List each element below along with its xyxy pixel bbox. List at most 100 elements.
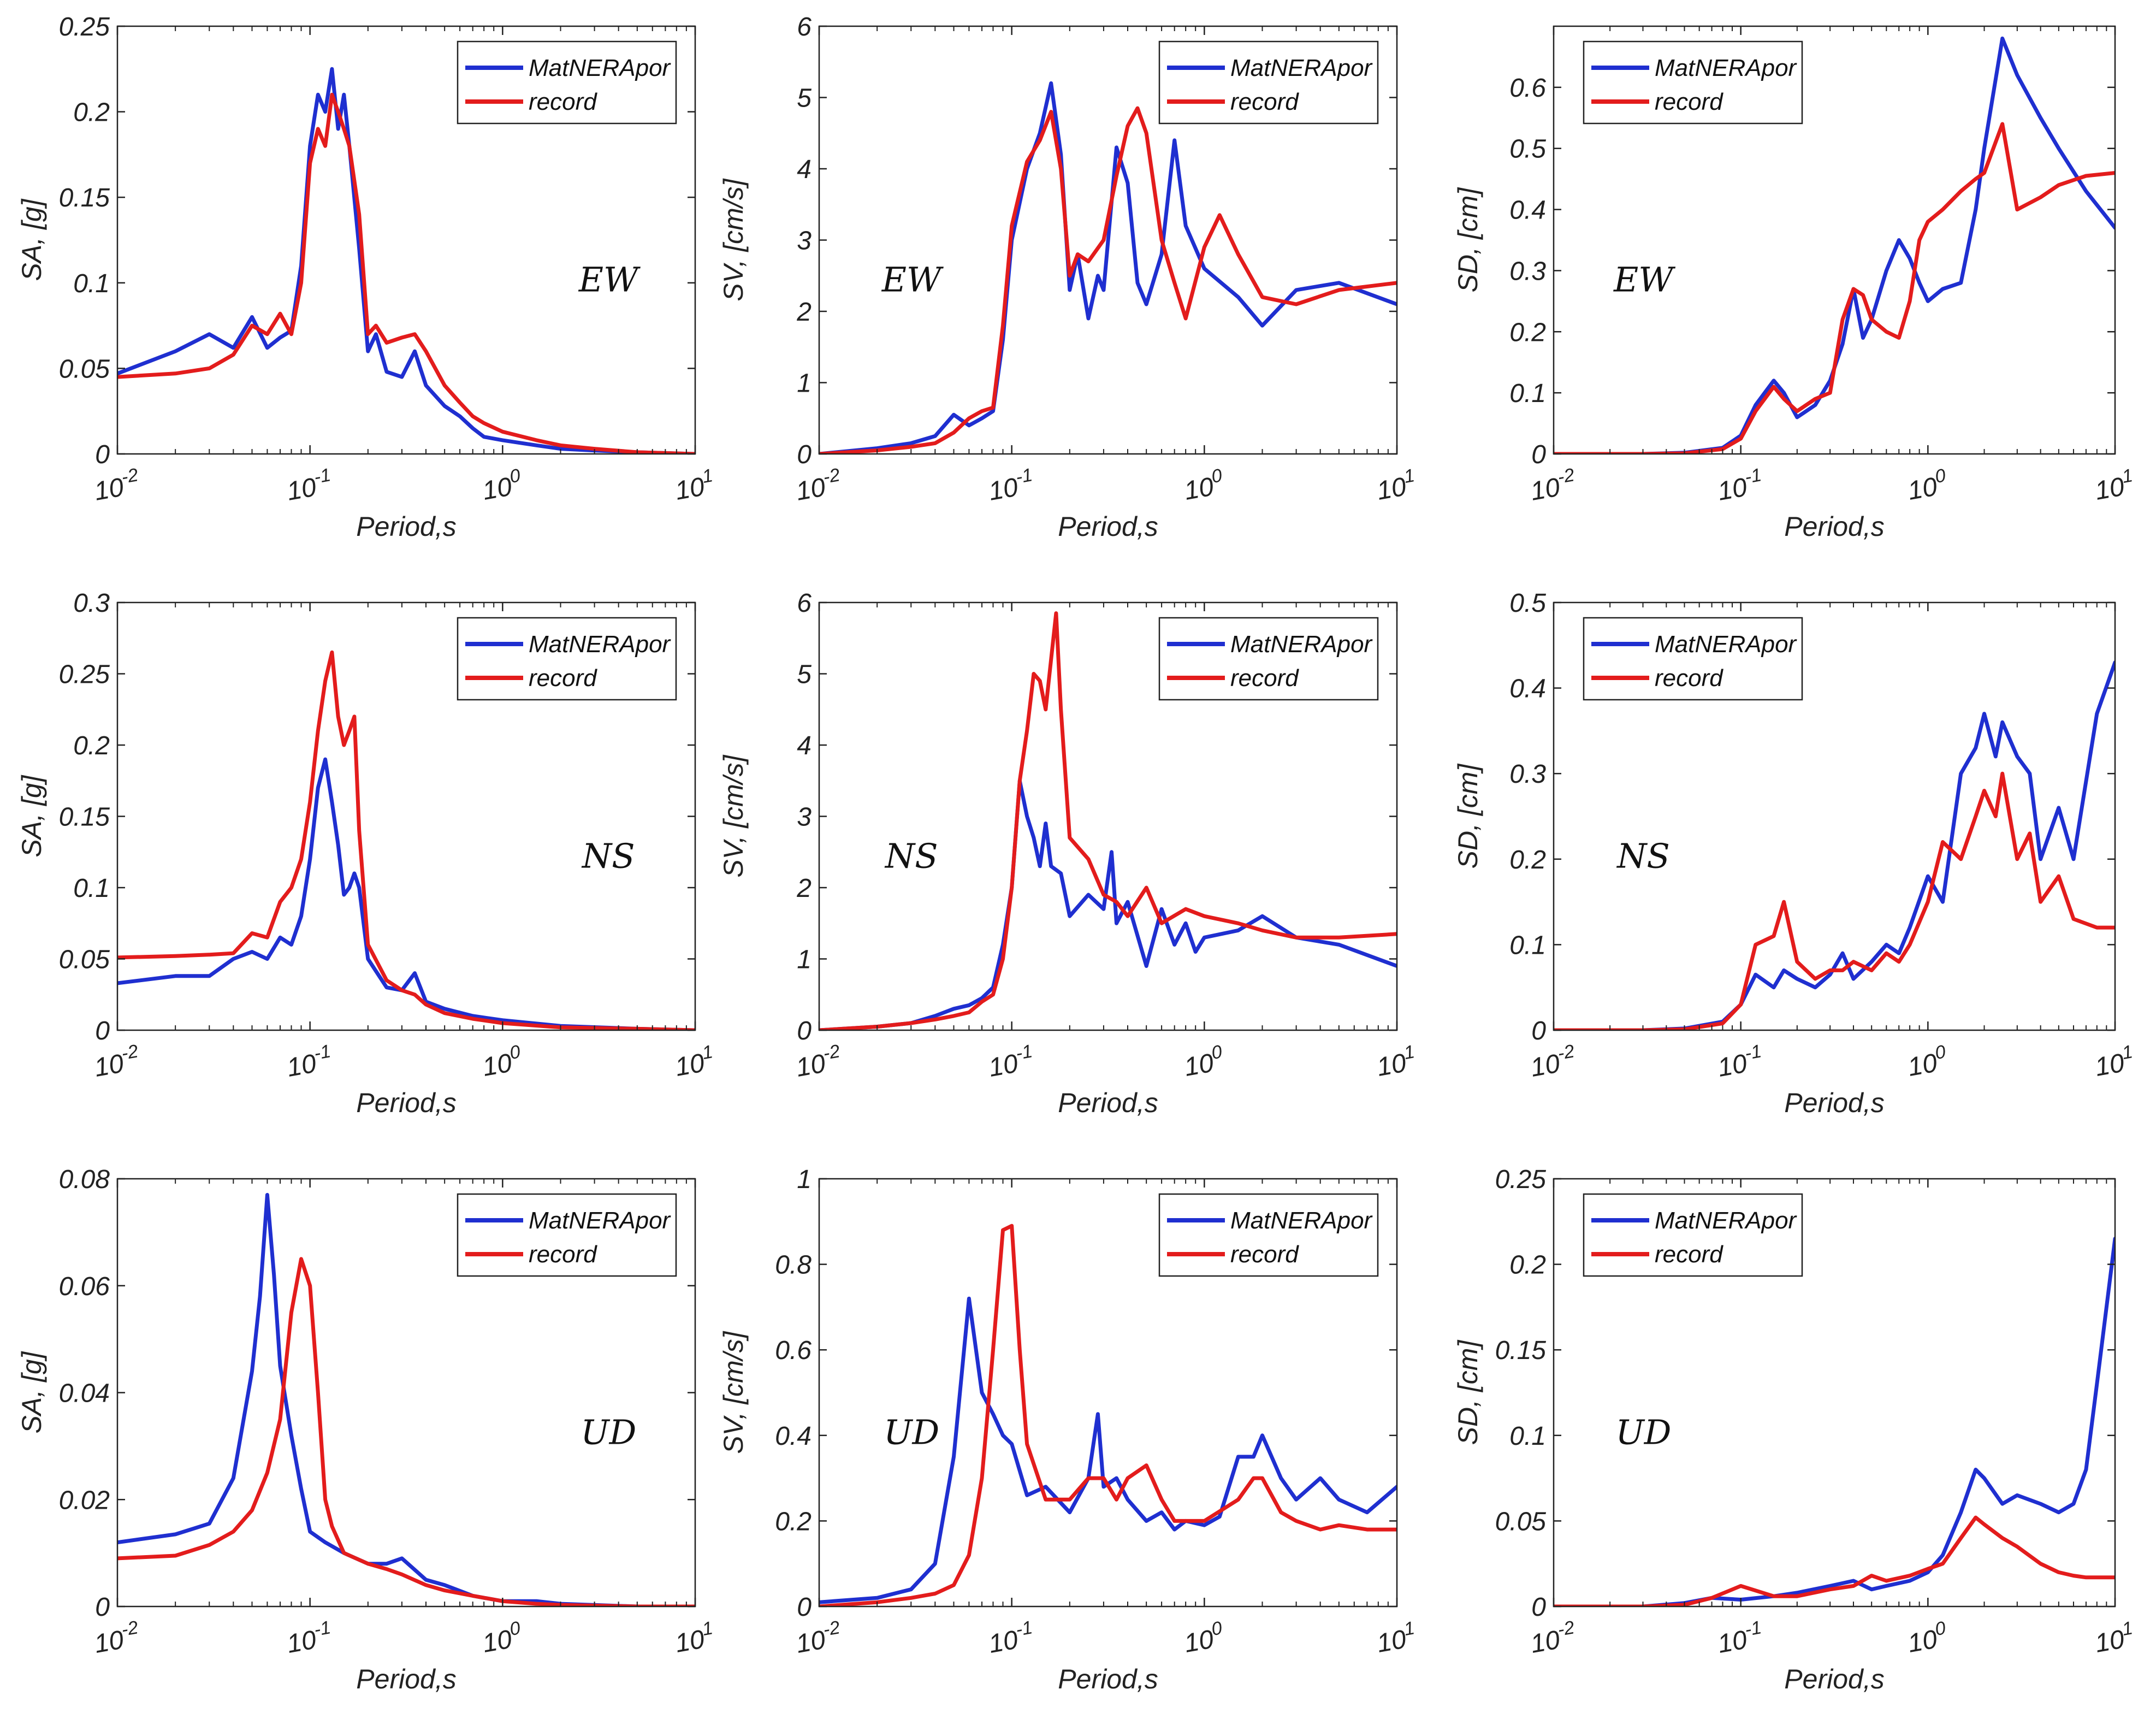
legend: MatNERApor record <box>1583 1193 1803 1277</box>
y-tick-label: 0.2 <box>1509 846 1546 875</box>
series-line-record <box>819 1224 1397 1606</box>
legend-box <box>1158 40 1379 125</box>
y-tick-label: 0.15 <box>59 184 110 212</box>
legend-box <box>1158 1193 1379 1277</box>
legend-box <box>457 40 677 125</box>
x-tick-label: 100 <box>1181 1617 1226 1658</box>
y-tick-label: 0.4 <box>1509 196 1546 225</box>
y-tick-label: 0 <box>95 1017 110 1045</box>
series-line-record <box>117 650 695 1030</box>
legend-label: record <box>1655 88 1723 115</box>
x-tick-label: 10-2 <box>1527 1617 1578 1659</box>
x-tick-label: 10-1 <box>1715 1617 1766 1659</box>
x-axis-label: Period,s <box>1058 1088 1158 1118</box>
legend-label: MatNERApor <box>1655 631 1798 658</box>
y-tick-label: 1 <box>797 946 812 974</box>
series-line-record <box>1554 771 2115 1030</box>
y-tick-label: 0.05 <box>1495 1507 1547 1536</box>
series-line-record <box>819 106 1397 454</box>
legend-label: MatNERApor <box>529 55 672 81</box>
chart-panel-sd-ns: 0 0.1 0.2 0.3 0.4 0.5 10-2 10-1 100 101 Period,s SD… <box>1453 589 2134 1118</box>
x-tick-label: 10-2 <box>91 1041 142 1083</box>
y-tick-label: 0 <box>1531 1017 1546 1045</box>
legend-label: record <box>1230 665 1299 692</box>
y-tick-label: 0.6 <box>1509 74 1546 103</box>
x-tick-label: 10-2 <box>793 1617 844 1659</box>
y-axis-label: SA, [g] <box>16 198 47 281</box>
x-tick-label: 10-2 <box>793 464 844 506</box>
legend-label: MatNERApor <box>1230 1207 1373 1234</box>
y-tick-label: 0.05 <box>59 946 110 974</box>
x-tick-label: 100 <box>1181 465 1226 506</box>
y-tick-label: 0.6 <box>775 1336 812 1365</box>
series-line-record <box>117 92 695 454</box>
component-label: EW <box>578 259 641 299</box>
chart-panel-sv-ew: 0 1 2 3 4 5 6 10-2 10-1 100 101 Period,s SV, [cm/s] E… <box>718 13 1416 542</box>
chart-panel-sd-ew: 0 0.1 0.2 0.3 0.4 0.5 0.6 10-2 10-1 100 101 Period,… <box>1453 25 2136 542</box>
y-tick-label: 1 <box>797 1165 812 1194</box>
y-tick-label: 0.2 <box>73 98 110 127</box>
y-tick-label: 2 <box>796 874 812 903</box>
x-tick-label: 101 <box>1373 1617 1418 1658</box>
y-tick-label: 0.1 <box>1509 379 1546 408</box>
component-label: EW <box>881 259 944 299</box>
legend-box <box>1583 617 1803 701</box>
x-tick-label: 101 <box>1373 1041 1418 1082</box>
legend-label: MatNERApor <box>1655 1207 1798 1234</box>
y-tick-label: 0.1 <box>73 874 110 903</box>
x-tick-label: 10-1 <box>986 1041 1036 1083</box>
x-tick-label: 10-2 <box>91 1617 142 1659</box>
y-tick-label: 0.06 <box>59 1272 110 1301</box>
x-tick-label: 100 <box>479 1041 524 1082</box>
y-tick-label: 3 <box>797 227 812 256</box>
component-label: NS <box>884 836 938 876</box>
legend-box <box>457 1193 677 1277</box>
legend: MatNERApor record <box>1158 1193 1379 1277</box>
chart-panel-sv-ns: 0 1 2 3 4 5 6 10-2 10-1 100 101 Period,s SV, [cm/s] N… <box>718 589 1418 1118</box>
axes-box <box>818 1178 1398 1608</box>
y-tick-label: 2 <box>796 298 812 327</box>
y-axis-label: SV, [cm/s] <box>718 1331 749 1454</box>
axes-box <box>1553 601 2116 1031</box>
component-label: UD <box>581 1412 636 1452</box>
legend-label: MatNERApor <box>529 631 672 658</box>
chart-panel-sa-ud: 0 0.02 0.04 0.06 0.08 10-2 10-1 100 101 Period,s S… <box>16 1165 714 1694</box>
y-tick-label: 6 <box>797 589 812 618</box>
x-tick-label: 10-2 <box>91 464 142 506</box>
legend-label: record <box>529 88 597 115</box>
x-tick-label: 101 <box>2092 465 2136 506</box>
y-tick-label: 0.1 <box>73 269 110 298</box>
y-tick-label: 1 <box>797 369 812 398</box>
y-tick-label: 0.08 <box>59 1165 110 1194</box>
y-tick-label: 0.2 <box>1509 318 1546 347</box>
series-line-matnerapor <box>117 67 695 454</box>
y-tick-label: 0.25 <box>59 660 110 689</box>
y-axis-label: SD, [cm] <box>1453 187 1483 293</box>
chart-panel-sa-ew: 0 0.05 0.1 0.15 0.2 0.25 10-2 10-1 100 101 Period,… <box>16 13 714 542</box>
y-tick-label: 0 <box>797 1593 812 1622</box>
y-tick-label: 0.5 <box>1509 135 1546 164</box>
legend-label: record <box>1655 1241 1723 1268</box>
x-tick-label: 100 <box>1905 1617 1950 1658</box>
legend: MatNERApor record <box>1158 617 1379 701</box>
legend: MatNERApor record <box>457 617 677 701</box>
y-axis-label: SD, [cm] <box>1453 764 1483 869</box>
x-tick-label: 10-1 <box>284 464 335 506</box>
legend: MatNERApor record <box>1583 40 1803 125</box>
y-axis-label: SD, [cm] <box>1453 1340 1483 1445</box>
series-line-matnerapor <box>819 1296 1397 1604</box>
x-tick-label: 10-1 <box>986 464 1036 506</box>
y-tick-label: 0 <box>797 440 812 469</box>
y-tick-label: 4 <box>797 155 812 184</box>
x-axis-label: Period,s <box>1058 511 1158 542</box>
y-tick-label: 0.8 <box>775 1251 812 1280</box>
x-axis-label: Period,s <box>1058 1664 1158 1694</box>
y-tick-label: 5 <box>797 660 812 689</box>
y-tick-label: 0 <box>1531 440 1546 469</box>
y-axis-label: SV, [cm/s] <box>718 754 749 877</box>
component-label: EW <box>1613 259 1675 299</box>
x-tick-label: 10-1 <box>1715 1041 1766 1083</box>
y-tick-label: 0.25 <box>59 13 110 42</box>
legend-label: MatNERApor <box>1655 55 1798 81</box>
